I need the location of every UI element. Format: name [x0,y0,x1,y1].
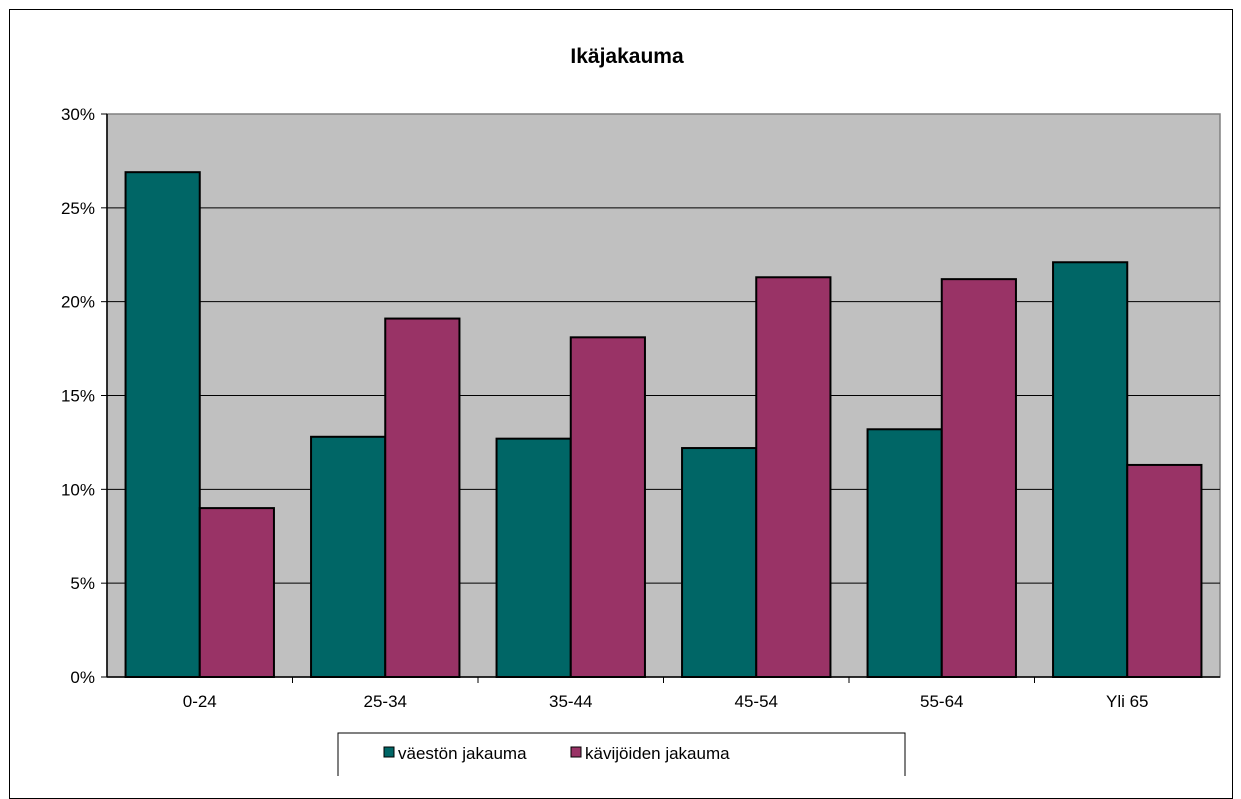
y-tick-label: 15% [61,387,95,406]
legend-label: kävijöiden jakauma [585,744,730,763]
legend-label: väestön jakauma [398,744,527,763]
bar [198,507,275,678]
bar [310,435,387,678]
x-tick-label: 35-44 [549,692,592,711]
x-tick-label: 55-64 [920,692,963,711]
bar [755,276,832,678]
x-tick-label: 25-34 [364,692,407,711]
legend-box [337,732,906,776]
bar [681,447,758,678]
axes: 0% 5% 10% 15% 20% 25% 30% 0-24 25-34 35-44 45-54 55… [61,105,1220,711]
legend-swatch [383,746,395,758]
bar [124,171,201,678]
y-tick-label: 20% [61,293,95,312]
legend: väestön jakauma kävijöiden jakauma [337,732,906,776]
legend-swatch [570,746,582,758]
y-tick-label: 0% [70,668,95,687]
bars [124,171,1203,679]
y-tick-label: 25% [61,199,95,218]
bar [1126,463,1203,679]
x-tick-label: 0-24 [183,692,217,711]
y-tick-label: 10% [61,480,95,499]
bar [1052,261,1129,678]
x-tick-label: Yli 65 [1106,692,1149,711]
gridlines [107,207,1220,584]
bar [495,437,572,678]
bar [384,317,461,678]
chart-title: Ikäjakauma [570,45,684,68]
bar [866,428,943,678]
x-tick-label: 45-54 [735,692,778,711]
y-tick-label: 30% [61,105,95,124]
bar [940,278,1017,678]
bar-chart: Ikäjakauma 0% 5% 10% 15% 20% 25% 30% 0-24 25-34 3… [61,45,1221,776]
bar [569,336,646,678]
y-tick-label: 5% [70,574,95,593]
